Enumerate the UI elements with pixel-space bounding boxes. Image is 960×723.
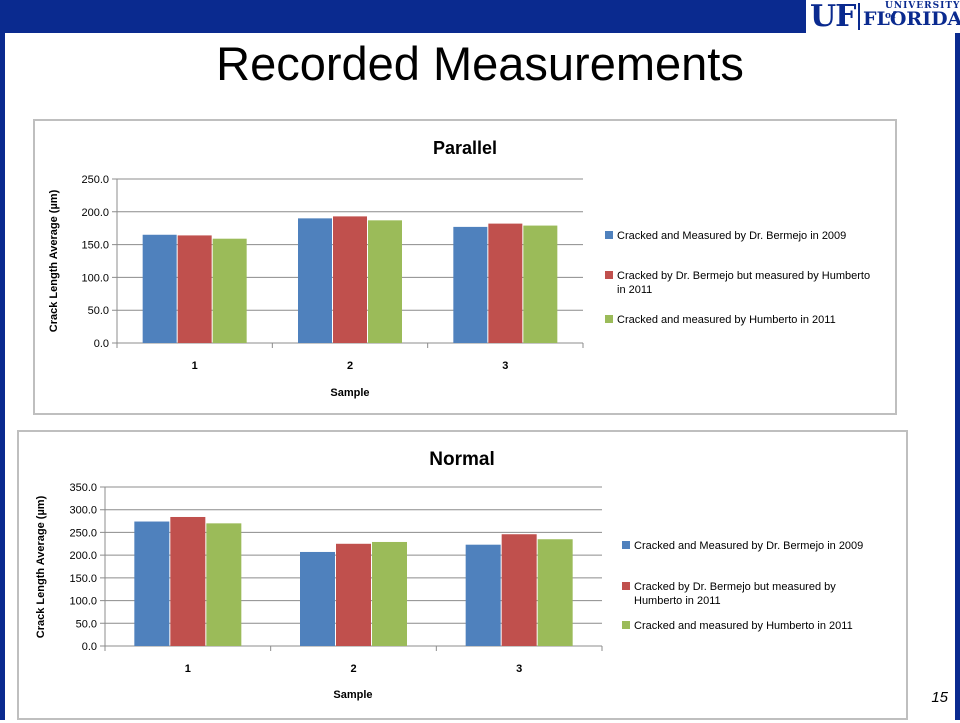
bar [537, 539, 573, 646]
legend-swatch [622, 541, 630, 549]
parallel-chart-frame: 0.0 50.0 100.0 150.0 200.0 250.0 1 2 3 Parallel Sa… [33, 119, 897, 415]
left-border [0, 33, 5, 720]
bar [372, 541, 407, 646]
legend-swatch [605, 315, 613, 323]
logo-florida-text: FLORIDA [863, 8, 960, 30]
top-banner [0, 0, 960, 33]
x-axis-label: Sample [333, 689, 372, 701]
legend-label: Cracked and Measured by Dr. Bermejo in 2… [617, 230, 846, 242]
y-tick-label: 100.0 [69, 596, 97, 608]
bar [523, 225, 558, 343]
bar [488, 223, 523, 343]
normal-chart-frame: 0.0 50.0 100.0 150.0 200.0 250.0 300.0 350.0 1 2 3… [17, 430, 908, 720]
legend-label: Cracked by Dr. Bermejo but measured by H… [617, 270, 870, 296]
bar [336, 543, 371, 646]
bar [501, 534, 537, 646]
legend-swatch [622, 582, 630, 590]
y-tick-label: 350.0 [69, 482, 97, 494]
right-border [955, 33, 960, 720]
chart-title: Parallel [433, 138, 497, 158]
legend-label: Cracked and measured by Humberto in 2011 [634, 620, 853, 632]
uf-logo [806, 0, 960, 33]
y-axis-label: Crack Length Average (µm) [48, 189, 60, 332]
bar [298, 218, 332, 343]
x-tick-label: 2 [350, 663, 356, 675]
y-tick-label: 0.0 [82, 641, 97, 653]
slide-title: Recorded Measurements [216, 37, 744, 90]
bar [368, 220, 402, 343]
bar [300, 551, 335, 646]
bar [142, 234, 177, 343]
bar [206, 523, 242, 646]
x-tick-label: 1 [185, 663, 191, 675]
legend-swatch [605, 231, 613, 239]
y-tick-label: 100.0 [81, 272, 109, 284]
logo-uf-text: UF [810, 0, 856, 34]
x-tick-label: 2 [347, 360, 353, 372]
bar [177, 235, 212, 343]
x-tick-label: 3 [516, 663, 522, 675]
page-number: 15 [931, 689, 948, 706]
bar [465, 544, 501, 646]
logo-university-text: UNIVERSITY of [885, 1, 960, 21]
x-tick-label: 3 [502, 360, 508, 372]
y-tick-label: 50.0 [76, 618, 97, 630]
y-tick-label: 300.0 [69, 505, 97, 517]
x-tick-label: 1 [192, 360, 198, 372]
y-tick-label: 150.0 [81, 240, 109, 252]
y-axis-label: Crack Length Average (µm) [35, 495, 47, 638]
bar [170, 516, 206, 646]
bar [333, 216, 367, 343]
y-tick-label: 250.0 [81, 174, 109, 186]
legend-swatch [622, 621, 630, 629]
legend-swatch [605, 271, 613, 279]
bar [453, 226, 488, 343]
bar [212, 238, 247, 343]
x-axis-label: Sample [330, 387, 369, 399]
legend-label: Cracked by Dr. Bermejo but measured by Hu… [634, 581, 836, 607]
y-tick-label: 150.0 [69, 573, 97, 585]
logo-divider [858, 3, 860, 30]
y-tick-label: 250.0 [69, 527, 97, 539]
y-tick-label: 0.0 [94, 338, 109, 350]
legend-label: Cracked and measured by Humberto in 2011 [617, 314, 836, 326]
legend-label: Cracked and Measured by Dr. Bermejo in 2… [634, 540, 863, 552]
y-tick-label: 200.0 [69, 550, 97, 562]
chart-title: Normal [429, 449, 494, 470]
bar [134, 521, 170, 646]
y-tick-label: 50.0 [88, 305, 109, 317]
y-tick-label: 200.0 [81, 207, 109, 219]
parallel-chart: 0.0 50.0 100.0 150.0 200.0 250.0 1 2 3 Parallel Sa… [48, 138, 870, 399]
normal-chart: 0.0 50.0 100.0 150.0 200.0 250.0 300.0 350.0 1 2 3… [35, 449, 863, 701]
